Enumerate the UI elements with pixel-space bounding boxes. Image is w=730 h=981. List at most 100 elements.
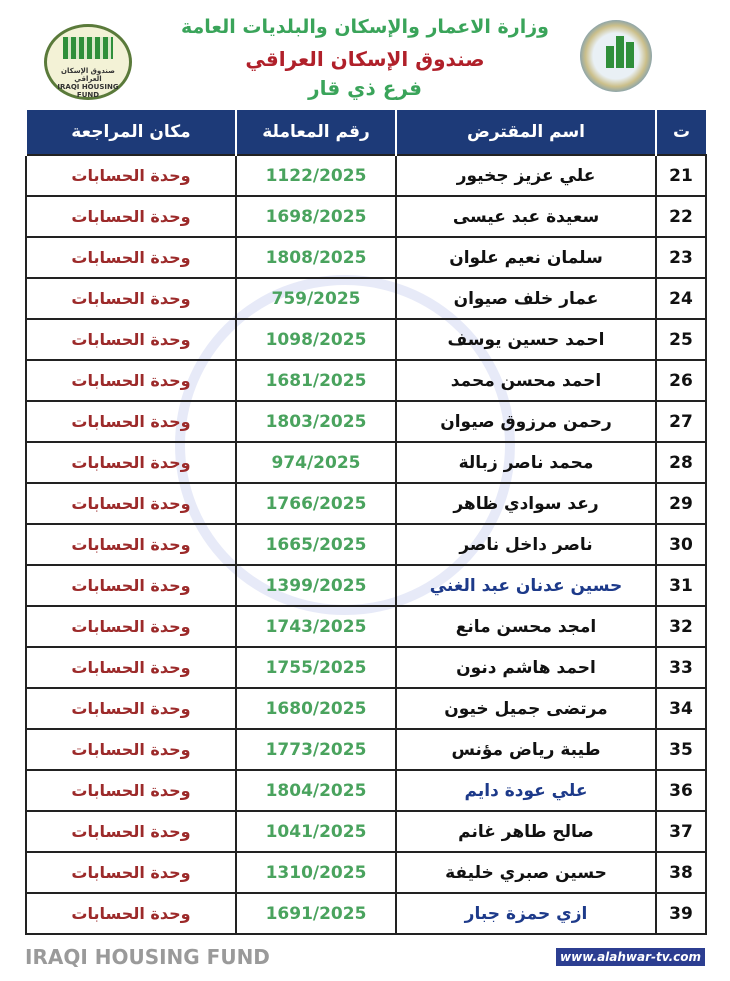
row-index: 31: [655, 564, 707, 607]
review-place: وحدة الحسابات: [25, 810, 237, 853]
transaction-number: 1804/2025: [235, 769, 397, 812]
row-index: 32: [655, 605, 707, 648]
row-index: 21: [655, 154, 707, 197]
row-index: 37: [655, 810, 707, 853]
review-place: وحدة الحسابات: [25, 851, 237, 894]
transaction-number: 1773/2025: [235, 728, 397, 771]
review-place: وحدة الحسابات: [25, 728, 237, 771]
transaction-number: 1680/2025: [235, 687, 397, 730]
borrower-name: مرتضى جميل خيون: [395, 687, 657, 730]
table-row: 39 ازي حمزة جبار 1691/2025 وحدة الحسابات: [25, 892, 707, 935]
borrower-name: طيبة رياض مؤنس: [395, 728, 657, 771]
borrower-name: امجد محسن مانع: [395, 605, 657, 648]
review-place: وحدة الحسابات: [25, 318, 237, 361]
row-index: 26: [655, 359, 707, 402]
review-place: وحدة الحسابات: [25, 441, 237, 484]
transaction-number: 1681/2025: [235, 359, 397, 402]
table-row: 37 صالح طاهر غانم 1041/2025 وحدة الحسابات: [25, 810, 707, 853]
row-index: 30: [655, 523, 707, 566]
transaction-number: 1755/2025: [235, 646, 397, 689]
transaction-number: 1310/2025: [235, 851, 397, 894]
table-row: 24 عمار خلف صيوان 759/2025 وحدة الحسابات: [25, 277, 707, 320]
review-place: وحدة الحسابات: [25, 482, 237, 525]
table-row: 38 حسين صبري خليفة 1310/2025 وحدة الحسابات: [25, 851, 707, 894]
borrower-name: علي عزيز جخيور: [395, 154, 657, 197]
table-row: 27 رحمن مرزوق صيوان 1803/2025 وحدة الحسابات: [25, 400, 707, 443]
transaction-number: 1691/2025: [235, 892, 397, 935]
transaction-number: 1122/2025: [235, 154, 397, 197]
transaction-number: 1743/2025: [235, 605, 397, 648]
col-review-place: مكان المراجعة: [25, 110, 236, 155]
borrower-name: حسين عدنان عبد الغني: [395, 564, 657, 607]
review-place: وحدة الحسابات: [25, 400, 237, 443]
col-transaction-number: رقم المعاملة: [235, 110, 396, 155]
table-row: 35 طيبة رياض مؤنس 1773/2025 وحدة الحسابات: [25, 728, 707, 771]
row-index: 39: [655, 892, 707, 935]
borrower-name: رحمن مرزوق صيوان: [395, 400, 657, 443]
borrower-name: رعد سوادي ظاهر: [395, 482, 657, 525]
fund-title: صندوق الإسكان العراقي: [245, 47, 485, 71]
row-index: 27: [655, 400, 707, 443]
table-row: 34 مرتضى جميل خيون 1680/2025 وحدة الحسابات: [25, 687, 707, 730]
review-place: وحدة الحسابات: [25, 564, 237, 607]
branch-title: فرع ذي قار: [308, 76, 422, 100]
row-index: 28: [655, 441, 707, 484]
table-row: 22 سعيدة عبد عيسى 1698/2025 وحدة الحسابات: [25, 195, 707, 238]
row-index: 29: [655, 482, 707, 525]
table-header: ت اسم المقترض رقم المعاملة مكان المراجعة: [25, 110, 706, 155]
borrower-name: محمد ناصر زبالة: [395, 441, 657, 484]
row-index: 22: [655, 195, 707, 238]
transaction-number: 1041/2025: [235, 810, 397, 853]
table-row: 21 علي عزيز جخيور 1122/2025 وحدة الحسابات: [25, 154, 707, 197]
borrower-name: احمد محسن محمد: [395, 359, 657, 402]
review-place: وحدة الحسابات: [25, 769, 237, 812]
borrower-name: حسين صبري خليفة: [395, 851, 657, 894]
table-row: 30 ناصر داخل ناصر 1665/2025 وحدة الحسابات: [25, 523, 707, 566]
review-place: وحدة الحسابات: [25, 277, 237, 320]
watermark-text: IRAQI HOUSING FUND: [25, 944, 355, 970]
borrower-name: علي عودة دايم: [395, 769, 657, 812]
table-row: 31 حسين عدنان عبد الغني 1399/2025 وحدة الحس…: [25, 564, 707, 607]
transaction-number: 1808/2025: [235, 236, 397, 279]
table-row: 33 احمد هاشم دنون 1755/2025 وحدة الحسابات: [25, 646, 707, 689]
review-place: وحدة الحسابات: [25, 154, 237, 197]
review-place: وحدة الحسابات: [25, 687, 237, 730]
review-place: وحدة الحسابات: [25, 359, 237, 402]
transaction-number: 974/2025: [235, 441, 397, 484]
transaction-number: 759/2025: [235, 277, 397, 320]
table-row: 23 سلمان نعيم علوان 1808/2025 وحدة الحسابات: [25, 236, 707, 279]
row-index: 35: [655, 728, 707, 771]
iraqi-housing-fund-logo: صندوق الإسكان العراقي IRAQI HOUSING FUND: [44, 24, 132, 100]
transaction-number: 1665/2025: [235, 523, 397, 566]
row-index: 25: [655, 318, 707, 361]
review-place: وحدة الحسابات: [25, 523, 237, 566]
transaction-number: 1098/2025: [235, 318, 397, 361]
borrowers-table: ت اسم المقترض رقم المعاملة مكان المراجعة…: [25, 110, 707, 935]
borrower-name: سلمان نعيم علوان: [395, 236, 657, 279]
ministry-title: وزارة الاعمار والإسكان والبلديات العامة: [181, 16, 549, 38]
col-index: ت: [655, 110, 706, 155]
col-borrower-name: اسم المقترض: [395, 110, 656, 155]
row-index: 38: [655, 851, 707, 894]
review-place: وحدة الحسابات: [25, 195, 237, 238]
table-row: 25 احمد حسين يوسف 1098/2025 وحدة الحسابات: [25, 318, 707, 361]
table-row: 32 امجد محسن مانع 1743/2025 وحدة الحسابات: [25, 605, 707, 648]
row-index: 34: [655, 687, 707, 730]
row-index: 36: [655, 769, 707, 812]
table-row: 36 علي عودة دايم 1804/2025 وحدة الحسابات: [25, 769, 707, 812]
table-row: 26 احمد محسن محمد 1681/2025 وحدة الحسابات: [25, 359, 707, 402]
ministry-logo: [580, 20, 652, 92]
review-place: وحدة الحسابات: [25, 892, 237, 935]
transaction-number: 1698/2025: [235, 195, 397, 238]
review-place: وحدة الحسابات: [25, 646, 237, 689]
watermark-english: IRAQI HOUSING FUND: [25, 945, 270, 969]
transaction-number: 1766/2025: [235, 482, 397, 525]
borrower-name: احمد هاشم دنون: [395, 646, 657, 689]
row-index: 24: [655, 277, 707, 320]
site-watermark: www.alahwar-tv.com: [556, 948, 705, 966]
review-place: وحدة الحسابات: [25, 605, 237, 648]
borrower-name: ناصر داخل ناصر: [395, 523, 657, 566]
borrower-name: صالح طاهر غانم: [395, 810, 657, 853]
row-index: 23: [655, 236, 707, 279]
borrower-name: سعيدة عبد عيسى: [395, 195, 657, 238]
